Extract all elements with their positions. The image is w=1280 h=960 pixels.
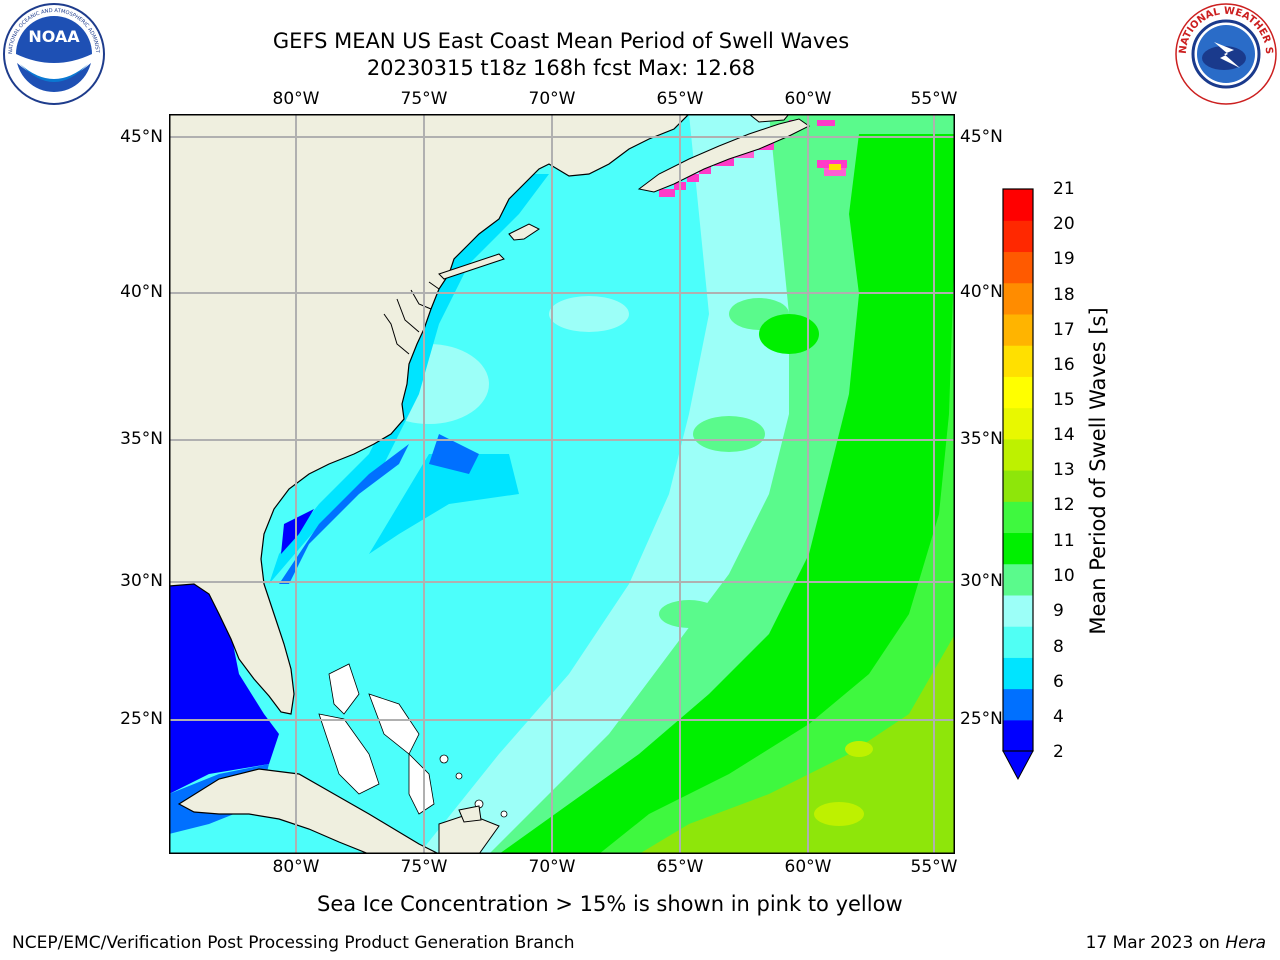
colorbar-tick-9: 9 (1053, 601, 1064, 621)
colorbar-tick-21: 21 (1053, 179, 1075, 199)
land-north-america (169, 114, 690, 715)
lat-tick-left-25n: 25°N (120, 709, 163, 729)
graticule (169, 114, 955, 854)
lat-tick-left-35n: 35°N (120, 429, 163, 449)
swell-band-yellow-green (639, 634, 955, 854)
colorbar-segment (1003, 438, 1033, 471)
swell-max-patch (845, 741, 873, 757)
colorbar-tick-14: 14 (1053, 425, 1075, 445)
swell-band-cyan (269, 174, 549, 584)
colorbar-segment (1003, 251, 1033, 284)
lat-tick-right-45n: 45°N (960, 127, 1003, 147)
lon-tick-top-75w: 75°W (400, 89, 448, 109)
colorbar-segment (1003, 657, 1033, 690)
colorbar-extend-arrow (1002, 750, 1034, 781)
lon-tick-bottom-55w: 55°W (910, 857, 958, 877)
colorbar-segment (1003, 376, 1033, 409)
lon-tick-top-70w: 70°W (528, 89, 576, 109)
colorbar-tick-15: 15 (1053, 390, 1075, 410)
swell-band-light-green (599, 234, 955, 854)
lon-tick-bottom-70w: 70°W (528, 857, 576, 877)
lon-tick-bottom-60w: 60°W (784, 857, 832, 877)
lat-tick-right-35n: 35°N (960, 429, 1003, 449)
colorbar-tick-8: 8 (1053, 637, 1064, 657)
land-long-island (438, 253, 505, 280)
colorbar-tick-11: 11 (1053, 531, 1075, 551)
lat-tick-right-30n: 30°N (960, 571, 1003, 591)
gulf-deep-blue (169, 584, 279, 794)
colorbar-tick-13: 13 (1053, 460, 1075, 480)
colorbar-segment (1003, 532, 1033, 565)
map-frame (169, 114, 955, 854)
swell-max-patch (814, 802, 864, 826)
footer-date-text: 17 Mar 2023 on (1085, 933, 1220, 953)
colorbar-tick-12: 12 (1053, 495, 1075, 515)
sea-ice-note: Sea Ice Concentration > 15% is shown in … (317, 892, 903, 916)
colorbar-segment (1003, 345, 1033, 377)
colorbar-segments (1003, 189, 1033, 752)
colorbar-segment (1003, 313, 1033, 346)
footer-host: Hera (1225, 933, 1266, 953)
swell-band-blue (279, 444, 409, 584)
footer-date: 17 Mar 2023 on Hera (1086, 932, 1266, 954)
title-line-1: GEFS MEAN US East Coast Mean Period of S… (272, 29, 850, 53)
lon-tick-top-55w: 55°W (910, 89, 958, 109)
colorbar-tick-4: 4 (1053, 707, 1064, 727)
lat-tick-right-25n: 25°N (960, 709, 1003, 729)
colorbar-segment (1003, 470, 1033, 502)
bahamas-islands (318, 663, 508, 818)
lon-tick-bottom-80w: 80°W (272, 857, 320, 877)
colorbar (1002, 188, 1034, 781)
colorbar-segment (1003, 719, 1033, 752)
colorbar-segment (1003, 688, 1033, 721)
colorbar-tick-2: 2 (1053, 742, 1064, 762)
colorbar-segment (1003, 626, 1033, 658)
colorbar-segment (1003, 501, 1033, 534)
colorbar-segment (1003, 407, 1033, 440)
land-cuba (177, 768, 440, 854)
lat-tick-left-40n: 40°N (120, 282, 163, 302)
colorbar-tick-19: 19 (1053, 249, 1075, 269)
colorbar-segment (1003, 563, 1033, 596)
title-line-2: 20230315 t18z 168h fcst Max: 12.68 (366, 56, 756, 80)
colorbar-tick-18: 18 (1053, 285, 1075, 305)
noaa-logo: NOAA NATIONAL OCEANIC AND ATMOSPHERIC AD… (2, 2, 105, 105)
lat-tick-left-45n: 45°N (120, 127, 163, 147)
colorbar-segment (1003, 282, 1033, 315)
colorbar-segment (1003, 220, 1033, 253)
lon-tick-top-65w: 65°W (656, 89, 704, 109)
lat-tick-right-40n: 40°N (960, 282, 1003, 302)
colorbar-tick-16: 16 (1053, 355, 1075, 375)
nws-logo: NATIONAL WEATHER SERVICE (1174, 2, 1277, 105)
map-panel (169, 114, 955, 854)
lon-tick-top-60w: 60°W (784, 89, 832, 109)
colorbar-tick-20: 20 (1053, 214, 1075, 234)
colorbar-frame (1002, 188, 1034, 752)
colorbar-label: Mean Period of Swell Waves [s] (1086, 307, 1110, 635)
lon-tick-top-80w: 80°W (272, 89, 320, 109)
lon-tick-bottom-65w: 65°W (656, 857, 704, 877)
colorbar-tick-6: 6 (1053, 672, 1064, 692)
footer-credit: NCEP/EMC/Verification Post Processing Pr… (12, 933, 575, 953)
lon-tick-bottom-75w: 75°W (400, 857, 448, 877)
colorbar-segment (1003, 594, 1033, 627)
colorbar-tick-10: 10 (1053, 566, 1075, 586)
colorbar-tick-17: 17 (1053, 320, 1075, 340)
colorbar-segment (1003, 189, 1033, 221)
noaa-logo-text: NOAA (28, 27, 80, 46)
swell-band-green (499, 134, 955, 854)
lat-tick-left-30n: 30°N (120, 571, 163, 591)
